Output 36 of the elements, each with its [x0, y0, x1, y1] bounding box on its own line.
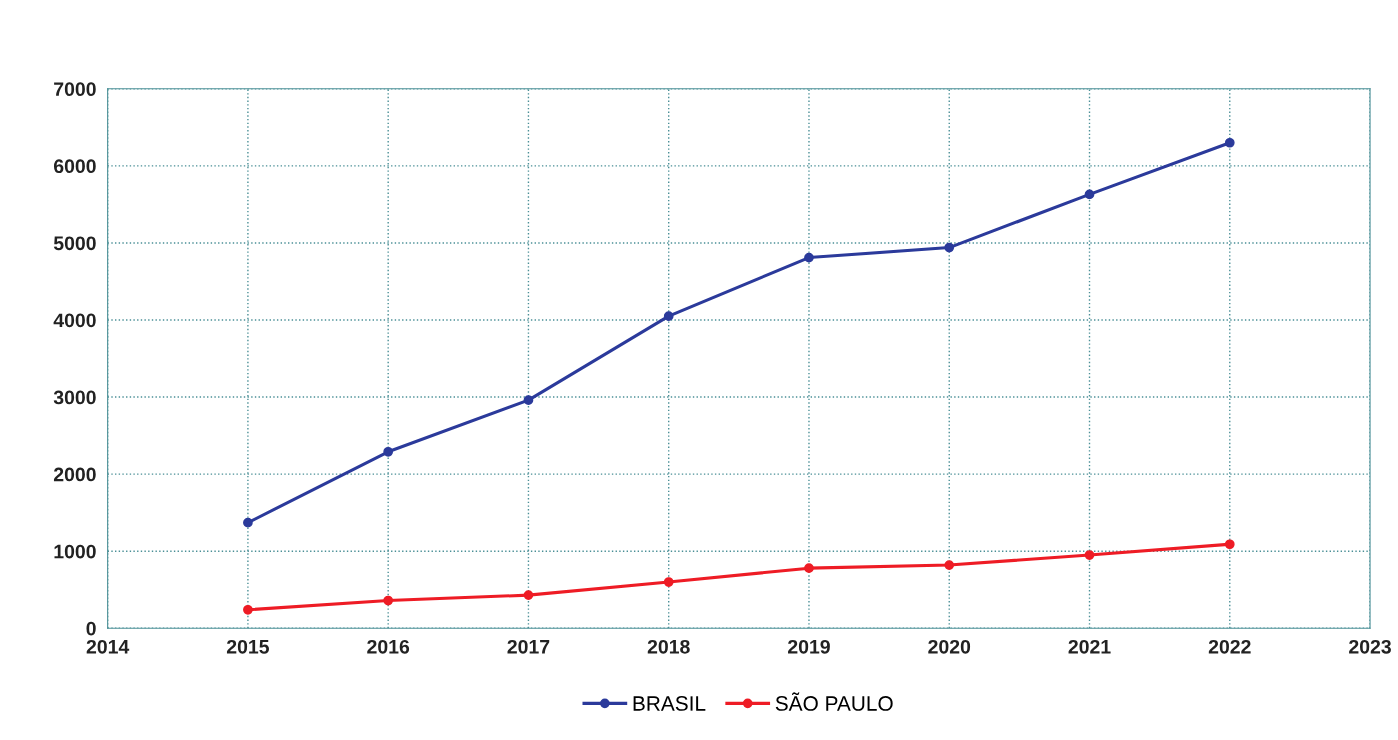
point	[1224, 539, 1235, 550]
point	[523, 590, 534, 600]
point	[663, 577, 674, 587]
y-tick-label: 3000	[53, 390, 96, 405]
legend-label: BRASIL	[633, 696, 706, 711]
x-tick-label: 2016	[367, 639, 410, 654]
x-tick-label: 2017	[507, 639, 550, 654]
point	[663, 311, 674, 322]
legend-label: SÃO PAULO	[775, 692, 893, 711]
x-tick-label: 2014	[86, 639, 130, 654]
y-tick-label: 1000	[54, 544, 96, 559]
point	[523, 395, 534, 406]
x-tick-label: 2019	[788, 639, 830, 654]
y-tick-label: 4000	[53, 313, 96, 328]
y-tick-label: 7000	[54, 82, 96, 97]
point	[1084, 189, 1095, 200]
y-tick-label: 5000	[53, 236, 96, 251]
point	[1224, 137, 1235, 148]
point	[944, 560, 955, 570]
point	[804, 252, 814, 263]
x-tick-label: 2021	[1068, 639, 1111, 654]
x-tick-label: 2022	[1208, 639, 1251, 654]
y-tick-label: 2000	[53, 467, 96, 482]
point	[383, 595, 394, 606]
x-tick-label: 2015	[226, 639, 269, 654]
point	[243, 604, 253, 615]
x-tick-label: 2018	[647, 639, 690, 654]
point	[383, 446, 394, 457]
x-tick-label: 2020	[928, 639, 971, 654]
y-tick-label: 6000	[53, 159, 96, 174]
point	[804, 563, 814, 574]
x-tick-label: 2023	[1349, 639, 1391, 654]
point	[1084, 550, 1095, 560]
point	[944, 242, 955, 253]
point	[243, 517, 253, 528]
y-tick-label: 0	[86, 621, 96, 636]
